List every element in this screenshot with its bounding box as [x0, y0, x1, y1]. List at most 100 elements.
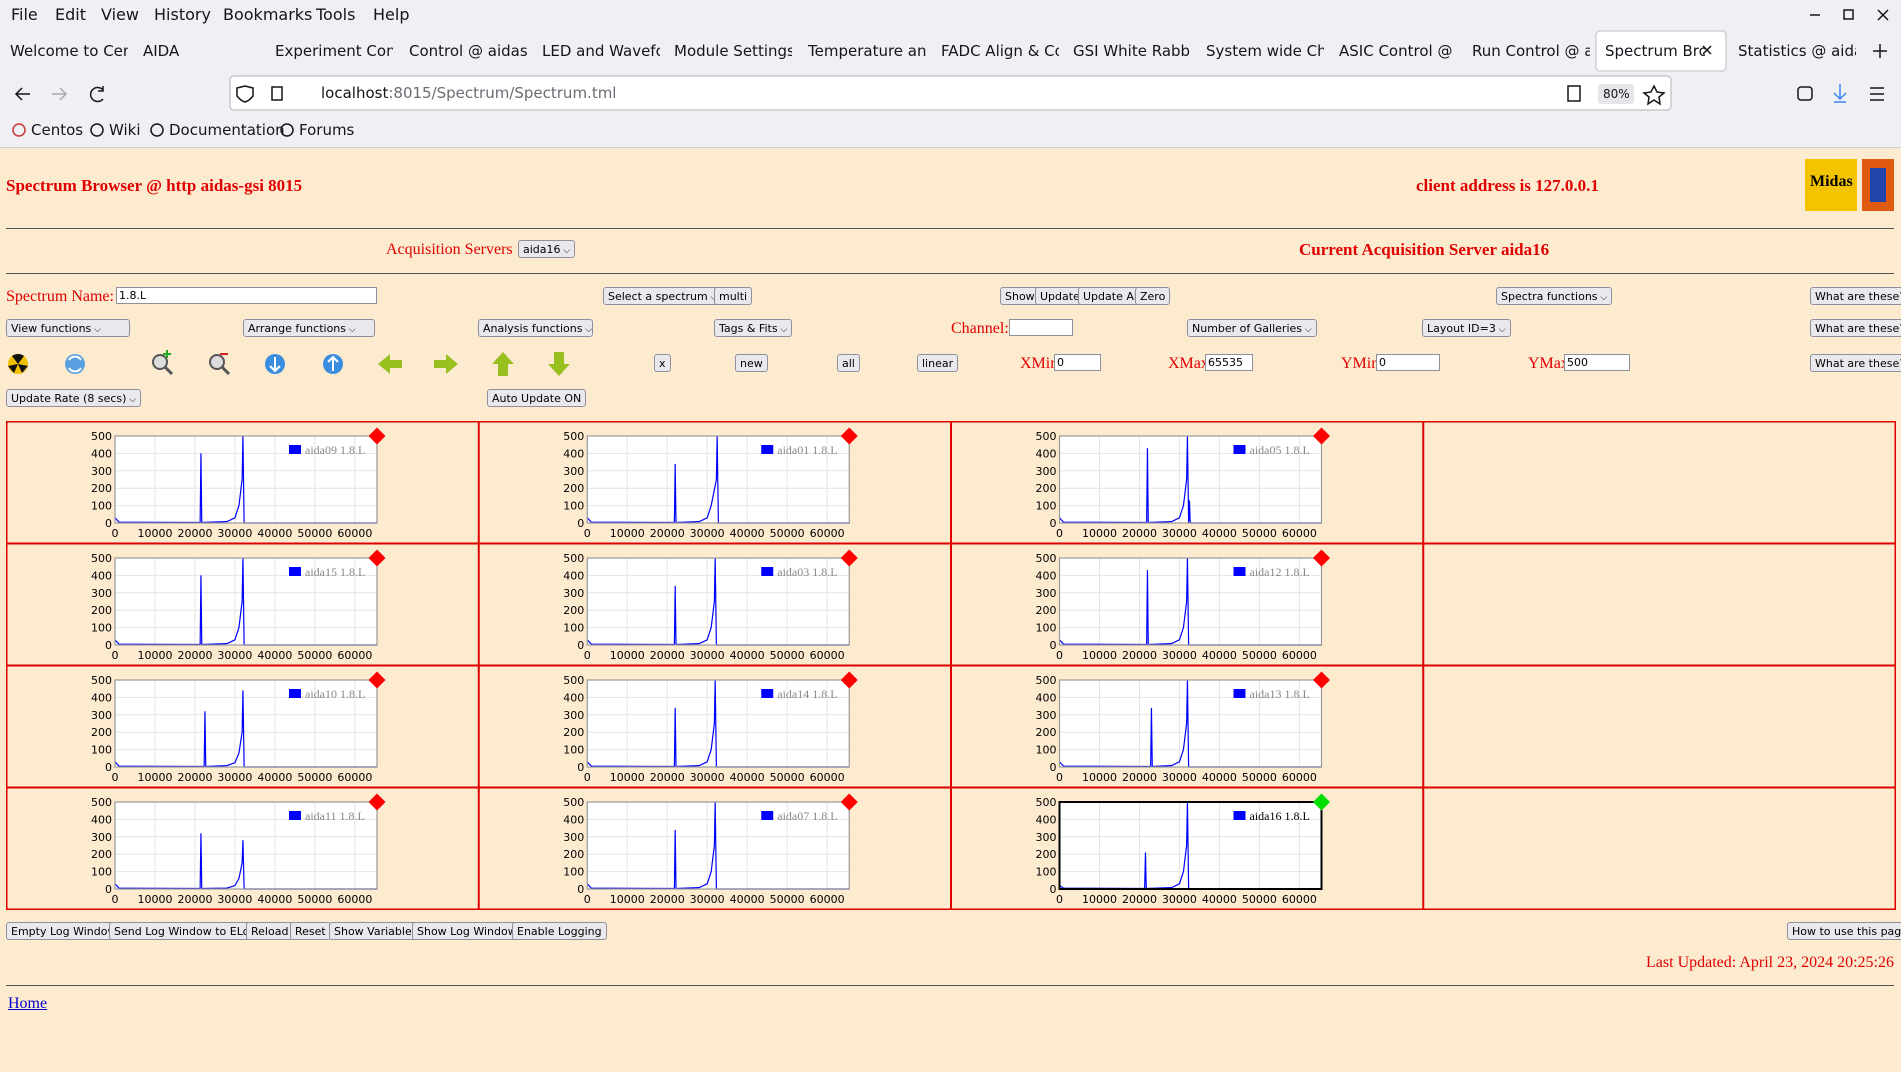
- y-tick-label: 500: [91, 430, 112, 443]
- button[interactable]: all: [837, 354, 860, 372]
- status-indicator: [840, 427, 858, 445]
- plot-frame: [1058, 435, 1323, 524]
- bookmark[interactable]: Centos: [31, 121, 84, 139]
- button[interactable]: Show Log Window: [412, 922, 522, 940]
- tab[interactable]: LED and Wavefor: [542, 42, 660, 60]
- active-tab[interactable]: Spectrum Brow: [1605, 42, 1705, 60]
- plot-area: [1059, 558, 1322, 645]
- x-tick-label: 10000: [610, 893, 645, 906]
- tab[interactable]: Run Control @ ai: [1472, 42, 1590, 60]
- help-button[interactable]: What are these?: [1810, 319, 1901, 337]
- button[interactable]: Enable Logging: [512, 922, 607, 940]
- button[interactable]: Empty Log Window: [6, 922, 122, 940]
- select[interactable]: Spectra functions: [1496, 287, 1613, 305]
- ymax-input[interactable]: 500: [1564, 354, 1630, 371]
- button[interactable]: Zero: [1135, 287, 1171, 305]
- y-tick-label: 300: [563, 831, 584, 844]
- button[interactable]: multi: [714, 287, 753, 305]
- select[interactable]: View functions: [6, 319, 130, 337]
- y-tick-label: 0: [577, 761, 584, 774]
- tab[interactable]: FADC Align & Co: [941, 42, 1059, 60]
- server-select[interactable]: aida16: [518, 240, 576, 258]
- help-button[interactable]: What are these?: [1810, 354, 1901, 372]
- button[interactable]: Show Variables: [329, 922, 423, 940]
- y-tick-label: 400: [563, 813, 584, 826]
- home-link[interactable]: Home: [8, 995, 48, 1012]
- x-tick-label: 60000: [337, 527, 372, 540]
- help-button[interactable]: What are these?: [1810, 287, 1901, 305]
- legend-label: aida05 1.8.L: [1250, 443, 1310, 457]
- url-field[interactable]: localhost:8015/Spectrum/Spectrum.tml: [321, 83, 616, 103]
- menu-item[interactable]: Bookmarks: [223, 5, 313, 24]
- xmin-input[interactable]: 0: [1054, 354, 1101, 371]
- tab[interactable]: Statistics @ aidas: [1738, 42, 1856, 60]
- tab[interactable]: System wide Che: [1206, 42, 1324, 60]
- client-address: client address is 127.0.0.1: [1416, 176, 1599, 195]
- select[interactable]: Update Rate (8 secs): [6, 389, 142, 407]
- tab[interactable]: Module Settings: [674, 42, 792, 60]
- button[interactable]: How to use this page: [1787, 922, 1901, 940]
- bookmark[interactable]: Wiki: [109, 121, 141, 139]
- y-tick-label: 400: [1036, 813, 1057, 826]
- channel-input[interactable]: [1009, 319, 1073, 336]
- bookmark[interactable]: Documentation: [169, 121, 285, 139]
- y-tick-label: 400: [563, 691, 584, 704]
- menu-item[interactable]: Tools: [316, 5, 356, 24]
- select[interactable]: Arrange functions: [243, 319, 375, 337]
- spectrum-plot: 0 100 200 300 400 500 0 10000 20000 30000 40000 500…: [563, 427, 858, 540]
- plot-area: [587, 558, 850, 645]
- y-tick-label: 300: [563, 587, 584, 600]
- ymin-input[interactable]: 0: [1376, 354, 1440, 371]
- y-tick-label: 200: [1036, 726, 1057, 739]
- tab[interactable]: AIDA: [143, 42, 180, 60]
- tab[interactable]: GSI White Rabbit: [1073, 42, 1191, 60]
- tab[interactable]: Temperature and: [808, 42, 926, 60]
- spectrum-name-input[interactable]: 1.8.L: [116, 287, 377, 304]
- select[interactable]: Select a spectrum: [603, 287, 723, 305]
- label: Acquisition Servers: [386, 241, 513, 258]
- menu-item[interactable]: File: [11, 5, 38, 24]
- menu-item[interactable]: View: [101, 5, 139, 24]
- x-tick-label: 20000: [177, 649, 212, 662]
- tab[interactable]: ASIC Control @ a: [1339, 42, 1457, 60]
- button[interactable]: x: [654, 354, 671, 372]
- spectrum-plot: 0 100 200 300 400 500 0 10000 20000 30000 40000 500…: [91, 427, 386, 540]
- x-tick-label: 30000: [1162, 527, 1197, 540]
- button[interactable]: linear: [917, 354, 959, 372]
- select[interactable]: Layout ID=3: [1422, 319, 1511, 337]
- x-tick-label: 60000: [810, 771, 845, 784]
- legend-label: aida14 1.8.L: [777, 687, 837, 701]
- button[interactable]: Auto Update ON: [487, 389, 587, 407]
- button[interactable]: new: [735, 354, 768, 372]
- tab[interactable]: Experiment Contr: [275, 42, 393, 60]
- tab[interactable]: Control @ aidas-: [409, 42, 527, 60]
- button[interactable]: Reload: [246, 922, 294, 940]
- x-tick-label: 50000: [1242, 527, 1277, 540]
- x-tick-label: 10000: [137, 527, 172, 540]
- button[interactable]: Show: [1000, 287, 1040, 305]
- y-tick-label: 400: [563, 447, 584, 460]
- zoom-level[interactable]: 80%: [1603, 87, 1630, 101]
- menu-item[interactable]: History: [154, 5, 211, 24]
- xmax-input[interactable]: 65535: [1205, 354, 1253, 371]
- plot-frame: [114, 435, 378, 524]
- bookmark[interactable]: Forums: [299, 121, 355, 139]
- menu-item[interactable]: Edit: [55, 5, 86, 24]
- menu-item[interactable]: Help: [373, 5, 410, 24]
- x-tick-label: 30000: [690, 893, 725, 906]
- select[interactable]: Tags & Fits: [714, 319, 793, 337]
- button[interactable]: Reset: [290, 922, 331, 940]
- x-tick-label: 40000: [1202, 771, 1237, 784]
- tab[interactable]: Welcome to Cent: [10, 42, 128, 60]
- plot-area: [1059, 680, 1322, 767]
- x-tick-label: 40000: [257, 893, 292, 906]
- y-tick-label: 300: [563, 709, 584, 722]
- select[interactable]: Number of Galleries: [1187, 319, 1317, 337]
- x-tick-label: 30000: [217, 649, 252, 662]
- select[interactable]: Analysis functions: [478, 319, 593, 337]
- button[interactable]: Update: [1035, 287, 1085, 305]
- button[interactable]: Send Log Window to ELog: [109, 922, 262, 940]
- x-tick-label: 20000: [650, 771, 685, 784]
